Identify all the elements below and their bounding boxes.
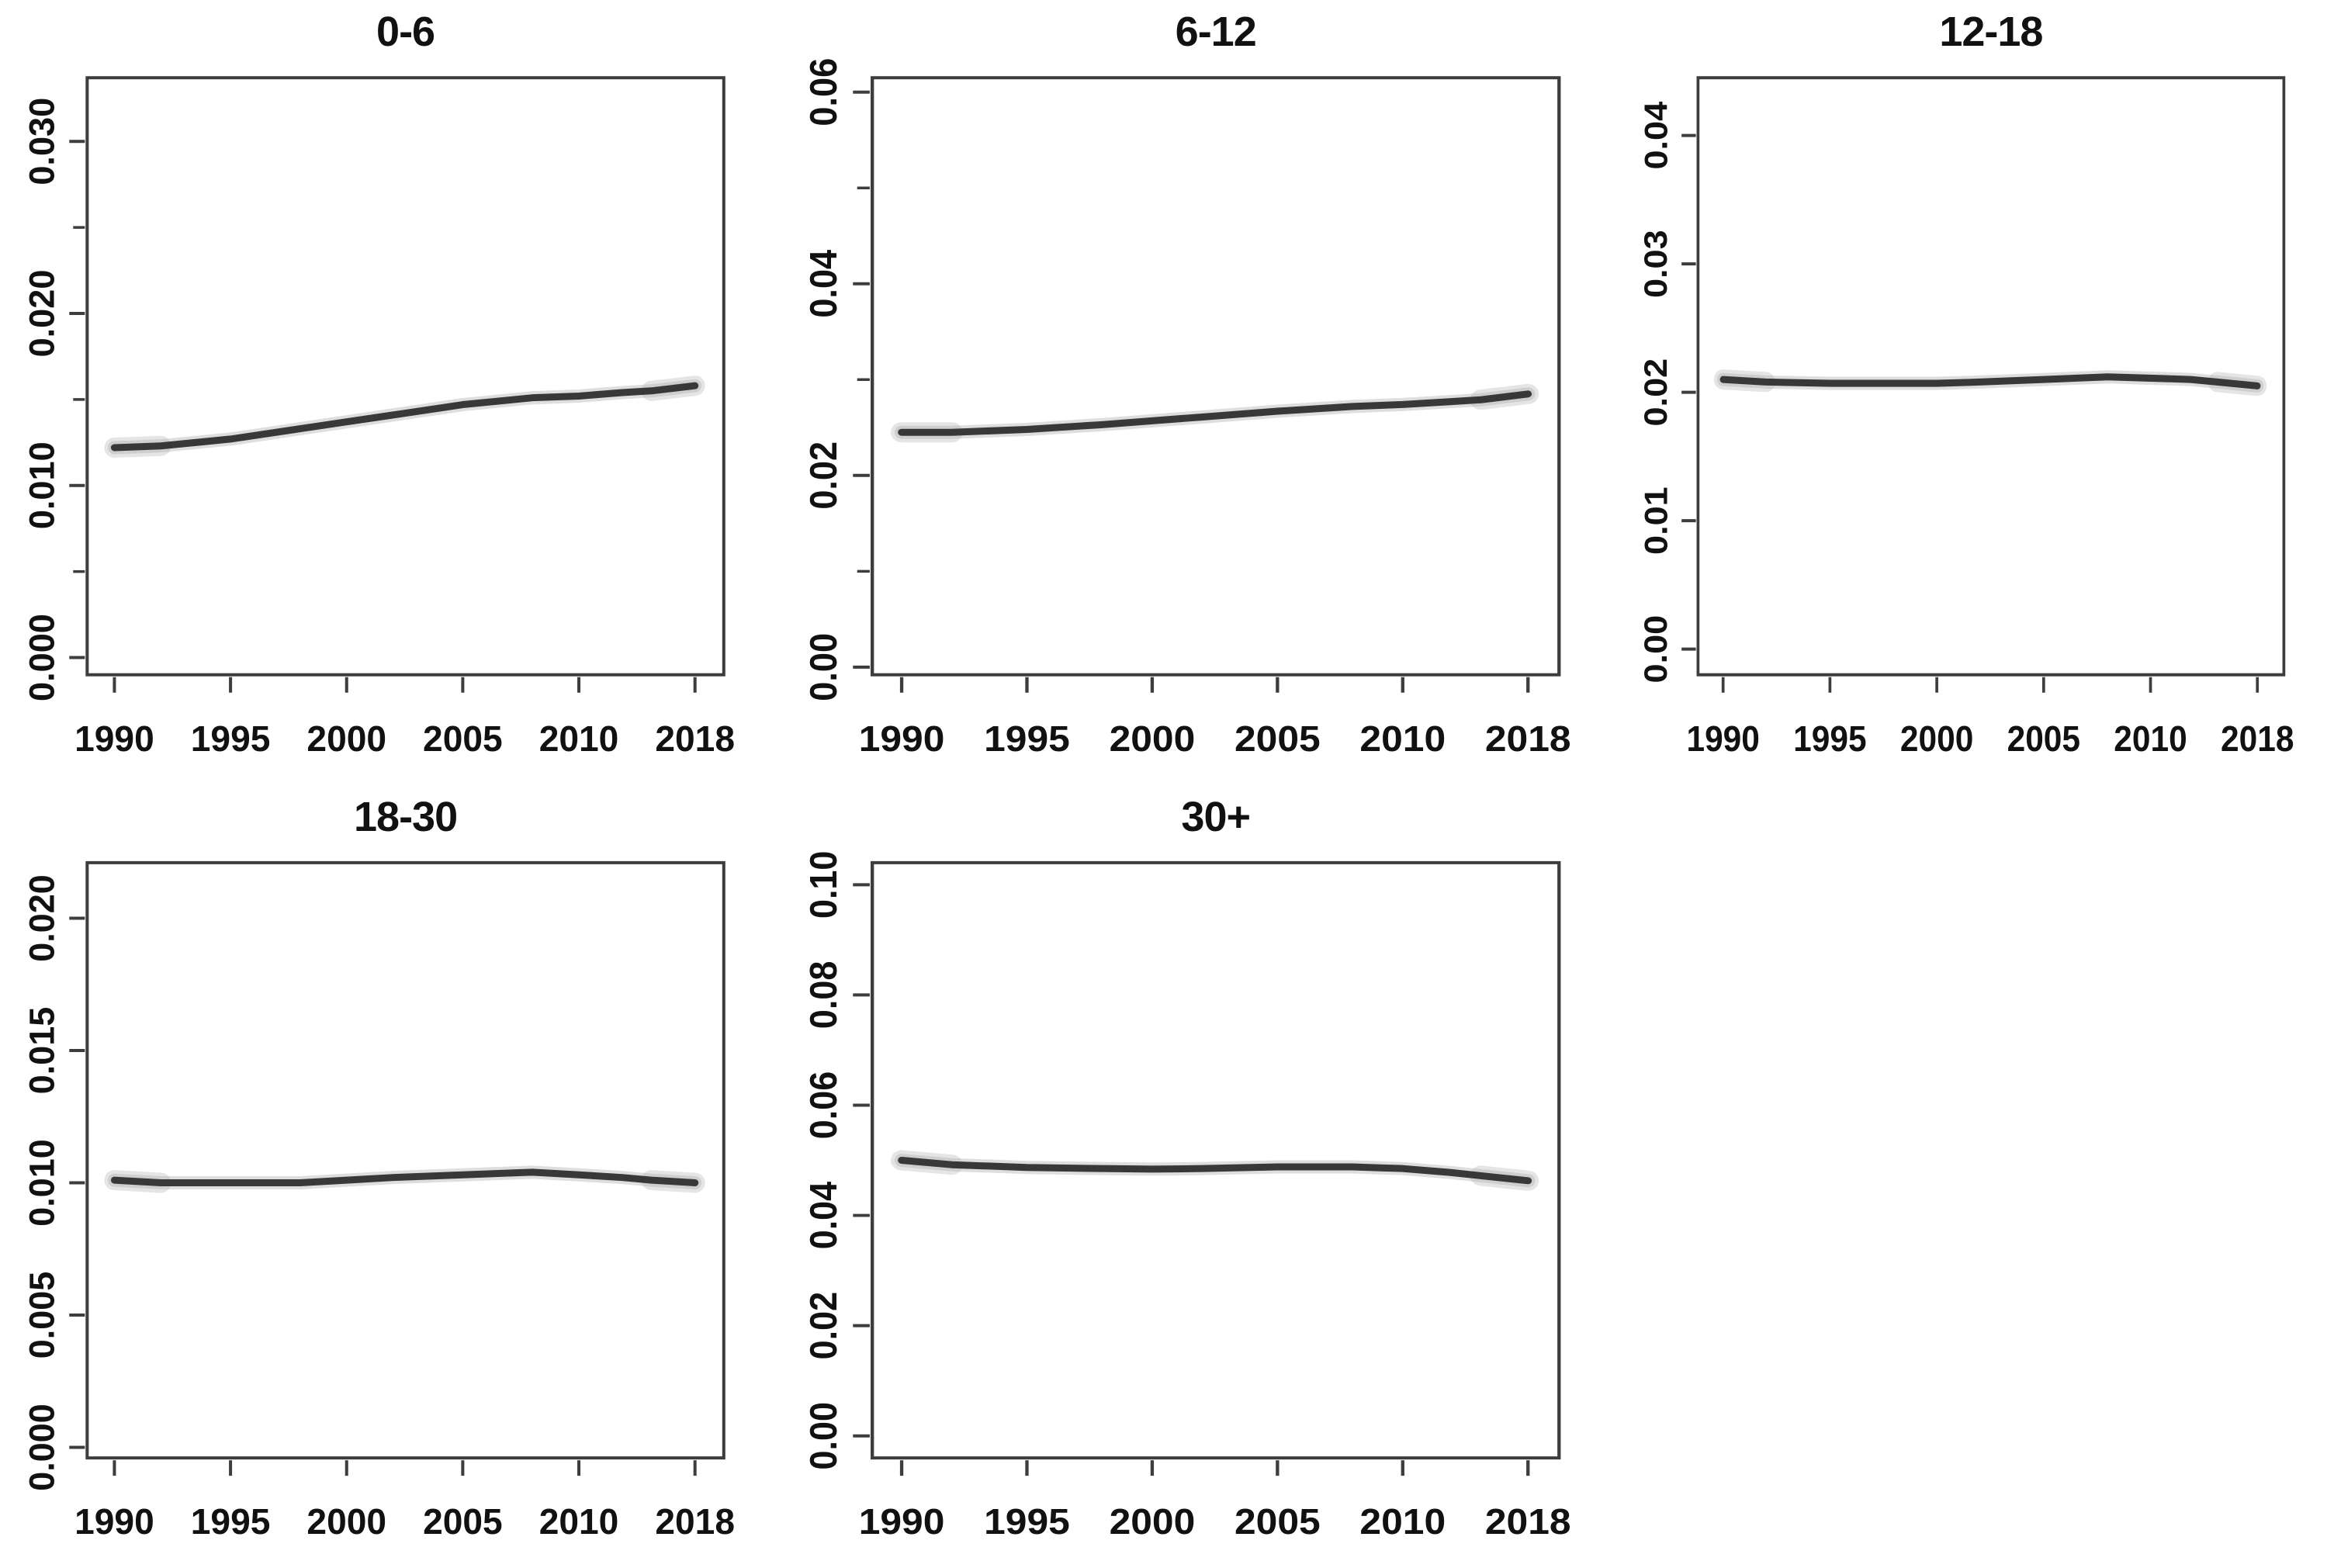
x-tick-label: 1995 [191,1501,271,1542]
x-tick-label: 1990 [1686,719,1759,759]
x-tick-label: 1995 [191,718,271,759]
y-tick-label: 0.02 [1639,358,1674,427]
trend-line [898,1157,1532,1185]
panel-30plus: 30+ 1990 1995 2000 2005 2010 2018 0.00 0.02 0.04… [778,785,1618,1568]
x-tick-label: 2005 [1235,720,1321,760]
x-tick-label: 2005 [423,1501,503,1542]
x-tick-label: 2018 [1485,1503,1571,1542]
y-tick-label: 0.020 [23,270,62,358]
panel-12-18: 12-18 1990 1995 2000 2005 2010 2018 0.00 0.01 0.… [1618,0,2334,785]
x-tick-label: 1990 [74,718,154,759]
trend-line [110,382,699,452]
x-tick-label: 2018 [1485,720,1571,760]
x-tick-label: 2010 [539,1501,619,1542]
y-tick-label: 0.000 [23,614,62,701]
plot-box [871,76,1561,677]
chart-title: 30+ [1181,794,1251,840]
x-tick-label: 1995 [984,720,1070,760]
x-tick-label: 2010 [1359,720,1446,760]
y-tick-label: 0.010 [23,441,62,529]
y-tick-label: 0.010 [23,1139,62,1226]
panel-0-6: 0-6 1990 1995 2000 2005 2010 2018 0.000 0.010 0.… [0,0,778,785]
y-tick-label: 0.04 [1639,102,1674,170]
y-tick-label: 0.030 [23,98,62,185]
x-tick-label: 2000 [1110,720,1196,760]
y-tick-label: 0.020 [23,874,62,961]
x-tick-label: 2018 [655,1501,735,1542]
x-tick-label: 2010 [539,718,619,759]
empty-cell [1618,785,2334,1568]
chart-title: 18-30 [354,794,458,840]
trend-line [110,1168,699,1187]
x-tick-label: 1995 [984,1503,1070,1542]
y-tick-label: 0.06 [802,58,844,126]
x-tick-label: 2010 [2114,719,2187,759]
y-tick-label: 0.000 [23,1404,62,1490]
x-tick-label: 2000 [306,718,386,759]
y-tick-label: 0.03 [1639,230,1674,298]
x-tick-label: 2010 [1359,1503,1446,1542]
x-tick-label: 2000 [1900,719,1973,759]
y-tick-label: 0.005 [23,1272,62,1359]
y-tick-label: 0.00 [802,633,844,701]
y-tick-label: 0.04 [802,1182,844,1249]
chart-30plus: 1990 1995 2000 2005 2010 2018 0.00 0.02 0.04 0.06… [802,851,1571,1542]
chart-0-6: 1990 1995 2000 2005 2010 2018 0.000 0.010 0.020 0… [23,76,735,759]
x-tick-label: 1990 [74,1501,154,1542]
chart-title: 6-12 [1175,9,1257,55]
chart-6-12: 1990 1995 2000 2005 2010 2018 0.00 0.02 0.04 0.06 [802,58,1571,760]
x-tick-label: 2000 [1110,1503,1196,1542]
x-tick-label: 2000 [306,1501,386,1542]
y-tick-label: 0.015 [23,1007,62,1094]
y-tick-label: 0.04 [802,250,844,318]
chart-title: 12-18 [1939,9,2043,55]
plot-box [85,860,725,1460]
x-tick-label: 2005 [2007,719,2080,759]
y-tick-label: 0.06 [802,1071,844,1139]
y-tick-label: 0.01 [1639,486,1674,555]
y-tick-label: 0.00 [1639,615,1674,684]
chart-title: 0-6 [376,9,435,55]
trend-line [898,390,1532,436]
y-tick-label: 0.08 [802,961,844,1029]
x-tick-label: 1995 [1793,719,1866,759]
x-tick-label: 2018 [2221,719,2294,759]
x-tick-label: 2005 [423,718,503,759]
x-tick-label: 1990 [859,1503,945,1542]
y-tick-label: 0.02 [802,441,844,510]
panel-6-12: 6-12 1990 1995 2000 2005 2010 2018 0.00 0.02 0.0… [778,0,1618,785]
panel-18-30: 18-30 1990 1995 2000 2005 2010 2018 0.000 0.005… [0,785,778,1568]
x-tick-label: 2005 [1235,1503,1321,1542]
y-tick-label: 0.10 [802,851,844,919]
plot-box [1696,76,2286,677]
x-tick-label: 1990 [859,720,945,760]
y-tick-label: 0.02 [802,1292,844,1359]
chart-18-30: 1990 1995 2000 2005 2010 2018 0.000 0.005 0.010 0… [23,860,735,1542]
plot-box [85,76,725,677]
trend-line [1719,373,2261,389]
chart-12-18: 1990 1995 2000 2005 2010 2018 0.00 0.01 0.02 0.03… [1639,76,2294,759]
x-tick-label: 2018 [655,718,735,759]
plot-box [871,860,1561,1460]
y-tick-label: 0.00 [802,1402,844,1469]
